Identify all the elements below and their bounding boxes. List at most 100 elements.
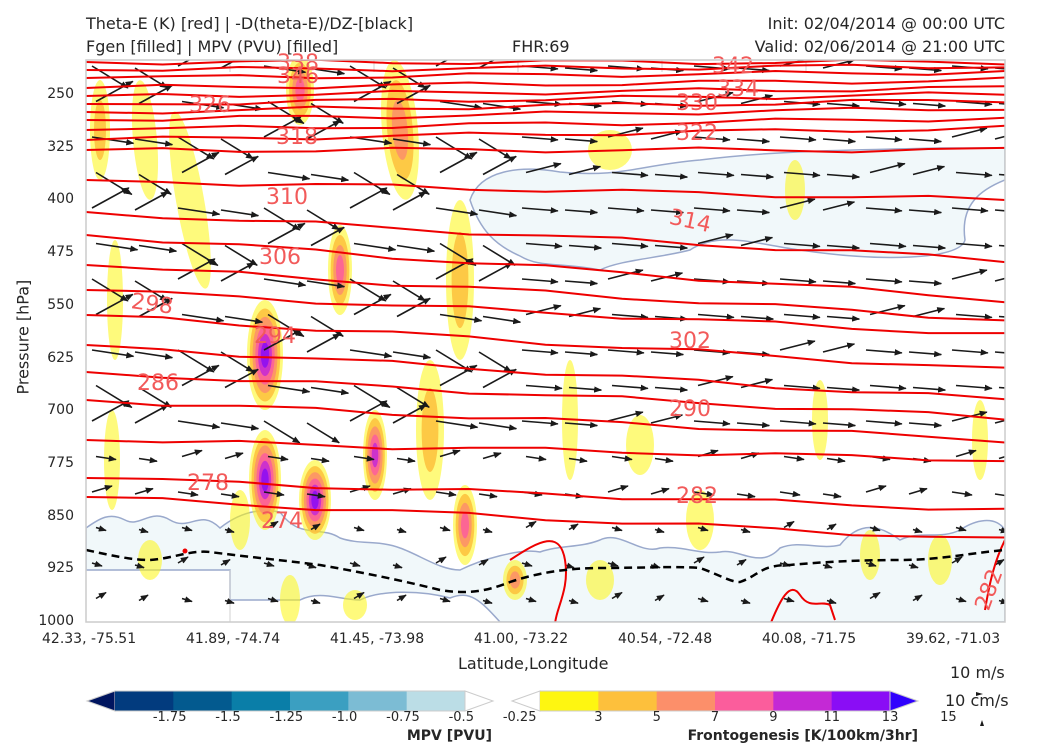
colorbar-segment	[715, 691, 774, 711]
wind-arrow	[951, 349, 989, 356]
wind-arrow	[865, 485, 887, 493]
valid-time: Valid: 02/06/2014 @ 21:00 UTC	[754, 37, 1005, 56]
wind-arrow	[740, 315, 775, 322]
wind-arrow	[482, 527, 493, 534]
wind-arrow	[654, 244, 689, 251]
wind-arrow	[822, 137, 857, 145]
wind-arrow	[220, 60, 238, 69]
wind-arrow	[91, 485, 113, 493]
wind-arrow	[994, 277, 1005, 282]
wind-arrow	[611, 455, 633, 462]
colorbar-tick-label: -0.5	[448, 710, 474, 725]
frontogenesis-fill	[104, 410, 120, 510]
theta-e-contour	[86, 477, 1005, 511]
wind-arrow	[177, 490, 199, 498]
wind-arrow	[779, 136, 817, 143]
theta-e-contour	[86, 106, 1005, 122]
wind-arrow	[134, 138, 174, 147]
colorbar-segment	[656, 691, 716, 711]
frontogenesis-fill	[280, 575, 300, 622]
wind-arrow	[1042, 235, 1050, 244]
wind-arrow	[267, 384, 311, 394]
wind-arrow	[224, 527, 235, 534]
wind-arrow	[650, 208, 685, 216]
wind-arrow	[177, 136, 215, 160]
wind-arrow	[783, 384, 821, 391]
wind-arrow	[267, 222, 306, 245]
wind-arrow	[134, 191, 169, 211]
y-tick-label: 475	[47, 244, 74, 261]
wind-arrow	[826, 386, 861, 393]
wind-arrow	[650, 413, 684, 424]
wind-arrow	[91, 349, 135, 359]
wind-arrow	[736, 208, 771, 216]
title-left-line1: Theta-E (K) [red] | -D(theta-E)/DZ-[blac…	[86, 14, 414, 33]
wind-arrow	[177, 207, 221, 217]
wind-arrow	[263, 278, 307, 288]
wind-arrow	[349, 349, 393, 359]
wind-arrow	[177, 556, 189, 564]
wind-arrow	[224, 155, 259, 176]
x-tick-label: 40.54, -72.48	[618, 631, 713, 647]
wind-arrow	[220, 209, 260, 218]
theta-e-contour	[86, 264, 1005, 322]
wind-arrow	[779, 420, 817, 427]
frontogenesis-fill	[343, 590, 367, 620]
wind-arrow	[263, 560, 275, 567]
x-tick-label: 41.00, -73.22	[474, 631, 569, 647]
wind-arrow	[267, 171, 311, 181]
wind-arrow	[91, 400, 130, 422]
colorbar-segment	[348, 691, 408, 711]
wind-arrow	[822, 562, 833, 569]
theta-e-contour	[770, 588, 836, 622]
colorbar-tick-label: 15	[940, 710, 957, 725]
wind-arrow	[908, 279, 943, 287]
theta-e-label: 298	[130, 289, 175, 320]
wind-arrow	[611, 384, 649, 391]
wind-arrow	[478, 209, 518, 218]
theta-e-label: 306	[259, 245, 301, 270]
theta-e-contour	[86, 124, 1005, 141]
wind-arrow	[349, 400, 388, 422]
wind-arrow	[697, 596, 709, 603]
colorbar-segment	[231, 691, 291, 711]
wind-arrow	[521, 136, 559, 143]
theta-e-label: 286	[137, 371, 179, 396]
colorbar-tick-label: 5	[652, 710, 661, 725]
wind-arrow	[908, 208, 943, 216]
wind-arrow	[955, 171, 993, 178]
wind-arrow	[91, 136, 135, 146]
theta-e-contour	[86, 63, 1005, 73]
wind-arrow	[955, 384, 993, 391]
wind-arrow	[439, 313, 483, 323]
wind-arrow	[1038, 350, 1050, 353]
wind-arrow	[392, 191, 427, 211]
wind-arrow	[908, 487, 928, 495]
wind-arrow	[439, 596, 451, 603]
y-tick-label: 250	[47, 86, 74, 102]
wind-arrow	[693, 420, 731, 427]
frontogenesis-fill	[336, 255, 344, 285]
wind-arrow	[310, 456, 330, 464]
wind-arrow	[306, 120, 341, 140]
wind-arrow	[994, 351, 1005, 354]
wind-arrow	[525, 455, 547, 462]
wind-arrow	[478, 492, 498, 499]
wind-arrow	[822, 279, 857, 287]
wind-arrow	[478, 60, 496, 69]
wind-arrow	[955, 449, 977, 458]
wind-arrow	[435, 556, 447, 564]
wind-arrow	[478, 558, 489, 567]
wind-arrow	[611, 242, 649, 249]
wind-arrow	[177, 420, 221, 430]
wind-arrow	[736, 492, 756, 499]
wind-arrow	[740, 94, 774, 105]
frontogenesis-fill	[586, 560, 614, 600]
wind-arrow	[439, 100, 483, 110]
frontogenesis-fill	[230, 490, 250, 550]
wind-arrow	[994, 419, 1005, 424]
wind-arrow	[912, 527, 923, 534]
wind-arrow	[267, 455, 289, 462]
wind-arrow	[826, 102, 861, 109]
